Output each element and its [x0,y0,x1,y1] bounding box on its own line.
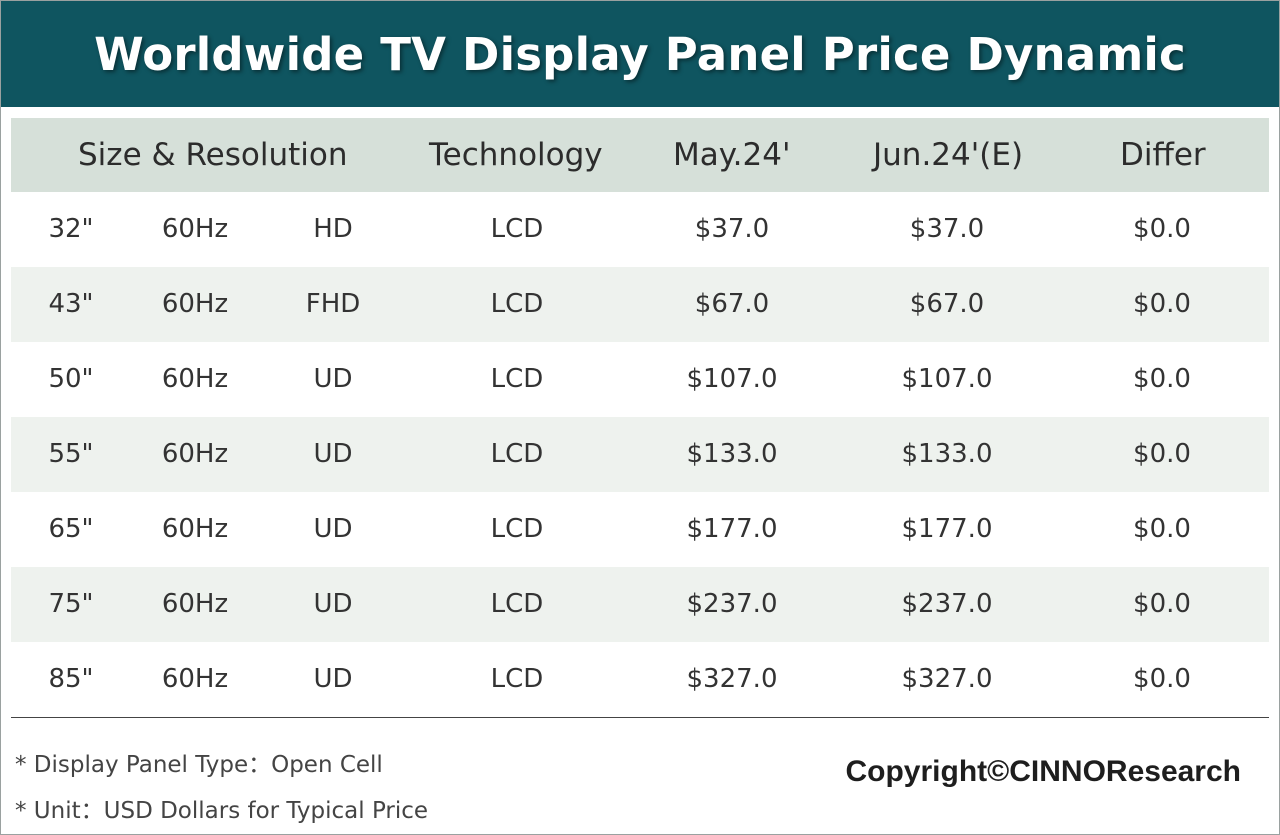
cell-may-price: $177.0 [686,514,778,544]
table-body: 32" 60Hz HD LCD $37.0 $37.0 $0.0 43" 60Hz FHD LCD $… [11,192,1269,717]
cell-may-price: $327.0 [686,664,778,694]
cell-jun-price: $177.0 [901,514,993,544]
table-row: 32" 60Hz HD LCD $37.0 $37.0 $0.0 [11,192,1269,267]
cell-jun-price: $107.0 [901,364,993,394]
cell-size: 50" [48,364,94,394]
table-header-row: Size & Resolution Technology May.24' Jun… [11,118,1269,192]
cell-size: 85" [48,664,94,694]
table-row: 75" 60Hz UD LCD $237.0 $237.0 $0.0 [11,567,1269,642]
cell-jun-price: $237.0 [901,589,993,619]
cell-size: 65" [48,514,94,544]
cell-resolution: UD [313,664,353,694]
header-technology: Technology [429,137,603,173]
cell-technology: LCD [490,439,544,469]
title-bar: Worldwide TV Display Panel Price Dynamic [1,1,1279,107]
cell-size: 75" [48,589,94,619]
cell-refresh: 60Hz [161,514,229,544]
cell-size: 43" [48,289,94,319]
cell-technology: LCD [490,589,544,619]
cell-may-price: $237.0 [686,589,778,619]
cell-differ: $0.0 [1133,289,1191,319]
cell-refresh: 60Hz [161,214,229,244]
cell-resolution: UD [313,439,353,469]
table-row: 43" 60Hz FHD LCD $67.0 $67.0 $0.0 [11,267,1269,342]
cell-refresh: 60Hz [161,289,229,319]
cell-jun-price: $67.0 [909,289,985,319]
cell-technology: LCD [490,289,544,319]
cell-refresh: 60Hz [161,589,229,619]
cell-resolution: UD [313,589,353,619]
cell-may-price: $133.0 [686,439,778,469]
table-row: 85" 60Hz UD LCD $327.0 $327.0 $0.0 [11,642,1269,717]
cell-resolution: FHD [305,289,361,319]
cell-may-price: $37.0 [694,214,770,244]
table-row: 65" 60Hz UD LCD $177.0 $177.0 $0.0 [11,492,1269,567]
table-row: 50" 60Hz UD LCD $107.0 $107.0 $0.0 [11,342,1269,417]
price-table: Size & Resolution Technology May.24' Jun… [11,118,1269,717]
cell-technology: LCD [490,514,544,544]
table-bottom-rule [11,717,1269,718]
cell-may-price: $67.0 [694,289,770,319]
cell-jun-price: $37.0 [909,214,985,244]
cell-differ: $0.0 [1133,439,1191,469]
header-jun: Jun.24'(E) [873,137,1024,173]
copyright-text: Copyright©CINNOResearch [845,755,1241,788]
cell-jun-price: $327.0 [901,664,993,694]
footnote-panel-type: * Display Panel Type：Open Cell [15,752,383,778]
footnote-unit: * Unit：USD Dollars for Typical Price [15,798,429,824]
cell-differ: $0.0 [1133,364,1191,394]
cell-technology: LCD [490,364,544,394]
cell-differ: $0.0 [1133,514,1191,544]
cell-differ: $0.0 [1133,664,1191,694]
cell-resolution: UD [313,514,353,544]
header-may: May.24' [673,137,791,173]
cell-size: 32" [48,214,94,244]
cell-technology: LCD [490,664,544,694]
cell-resolution: UD [313,364,353,394]
table-row: 55" 60Hz UD LCD $133.0 $133.0 $0.0 [11,417,1269,492]
cell-may-price: $107.0 [686,364,778,394]
chart-title: Worldwide TV Display Panel Price Dynamic [94,27,1186,81]
cell-resolution: HD [313,214,353,244]
cell-size: 55" [48,439,94,469]
cell-jun-price: $133.0 [901,439,993,469]
cell-differ: $0.0 [1133,214,1191,244]
cell-refresh: 60Hz [161,364,229,394]
cell-refresh: 60Hz [161,664,229,694]
cell-differ: $0.0 [1133,589,1191,619]
header-differ: Differ [1120,137,1206,173]
header-size-resolution: Size & Resolution [78,137,348,173]
cell-refresh: 60Hz [161,439,229,469]
cell-technology: LCD [490,214,544,244]
